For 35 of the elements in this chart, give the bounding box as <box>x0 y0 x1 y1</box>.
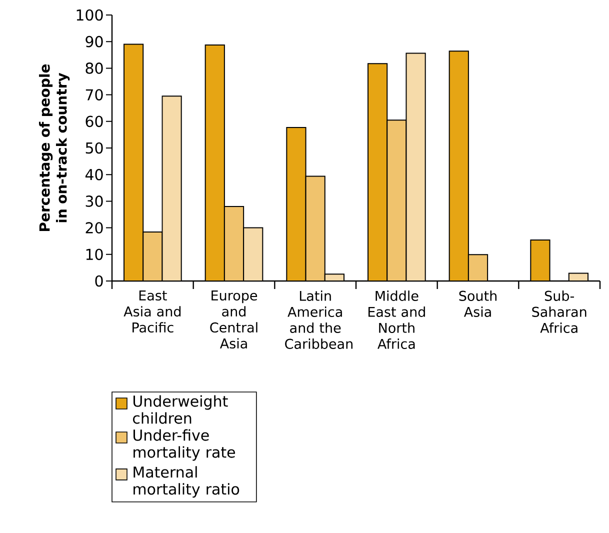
bar <box>205 45 224 281</box>
x-tick-label: Sub-Saharan Africa <box>532 290 586 333</box>
y-axis-title: Percentage of people in on-track country <box>38 64 70 231</box>
x-tick-label: Europe and Central Asia <box>210 290 258 349</box>
y-tick-label: 0 <box>95 275 103 287</box>
bar <box>530 240 550 281</box>
y-tick-label: 60 <box>86 116 103 128</box>
bar <box>306 176 325 281</box>
legend-label: Underweight children <box>133 395 228 424</box>
bar <box>286 128 306 281</box>
y-tick-label: 80 <box>86 62 103 74</box>
bar <box>224 206 244 281</box>
x-tick-label: Latin America and the Caribbean <box>285 290 352 349</box>
bar <box>124 44 144 281</box>
bar <box>368 64 388 281</box>
y-tick-label: 10 <box>86 248 103 260</box>
y-tick-label: 20 <box>86 222 103 234</box>
legend-label: Under-five mortality rate <box>134 429 235 461</box>
bar <box>162 96 182 281</box>
legend-label: Maternal mortality ratio <box>134 466 240 498</box>
y-tick-label: 70 <box>86 89 103 100</box>
bar <box>387 120 406 281</box>
y-tick-label: 40 <box>85 168 103 180</box>
bar <box>406 53 426 281</box>
y-tick-label: 100 <box>76 9 103 21</box>
bar <box>449 51 468 281</box>
x-tick-label: East Asia and Pacific <box>124 290 181 333</box>
x-tick-label: South Asia <box>459 290 496 317</box>
x-tick-label: Middle East and North Africa <box>368 290 425 349</box>
y-tick-label: 90 <box>86 36 103 48</box>
y-tick-label: 50 <box>86 142 103 154</box>
y-tick-label: 30 <box>86 196 103 207</box>
bar <box>143 232 162 281</box>
bar <box>244 228 263 281</box>
bar <box>468 254 488 281</box>
